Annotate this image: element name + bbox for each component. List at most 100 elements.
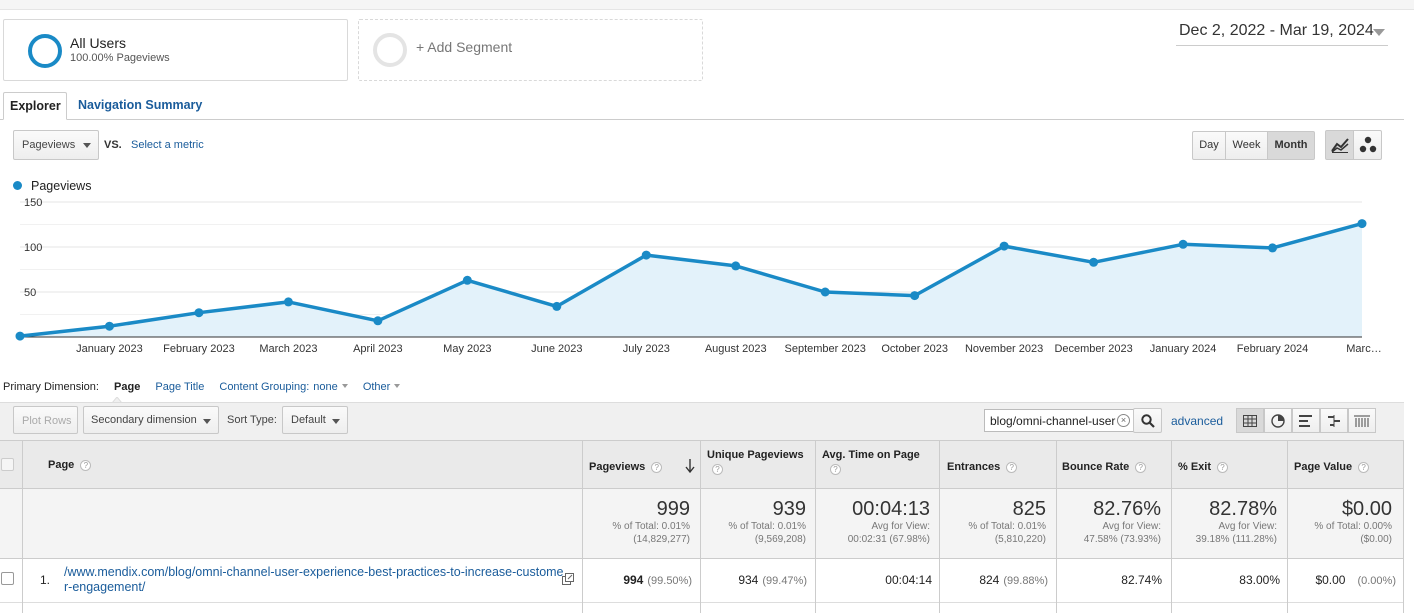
data-point[interactable] [283,297,293,307]
dropdown-caret-icon [203,419,211,424]
line-chart-toggle[interactable] [1325,130,1354,160]
header-avg-time-label: Avg. Time on Page [822,449,920,461]
data-point[interactable] [462,275,472,285]
period-week-button[interactable]: Week [1225,131,1268,160]
plot-rows-button[interactable]: Plot Rows [13,406,78,434]
date-range-picker[interactable]: Dec 2, 2022 - Mar 19, 2024 [1176,22,1388,46]
help-icon[interactable]: ? [830,464,841,475]
sort-type-dropdown[interactable]: Default [282,406,348,434]
x-tick-label: September 2023 [785,343,866,355]
primary-dimension-bar: Primary Dimension: Page Page Title Conte… [3,381,412,393]
open-external-icon[interactable] [562,573,574,585]
dimension-other[interactable]: Other [363,381,401,393]
row-entrances-value: 824 [979,573,1000,587]
data-point[interactable] [1089,257,1099,267]
dropdown-caret-icon [83,143,91,148]
view-percentage[interactable] [1264,408,1292,433]
motion-chart-toggle[interactable] [1353,130,1382,160]
row-page-link[interactable]: /www.mendix.com/blog/omni-channel-user-e… [64,565,564,594]
column-divider [939,440,940,613]
header-pageviews[interactable]: Pageviews? [589,459,695,473]
series-line-pageviews [19,221,1363,338]
x-tick-label: October 2023 [881,343,948,355]
data-point[interactable] [1268,243,1278,253]
bubble-chart-icon [1359,136,1376,153]
help-icon[interactable]: ? [80,460,92,471]
metric-dropdown[interactable]: Pageviews [13,130,99,160]
total-bounce-sub: Avg for View: 47.58% (73.93%) [1060,521,1161,546]
data-point[interactable] [552,301,562,311]
header-page-value[interactable]: Page Value? [1294,461,1370,473]
clear-search-icon[interactable]: × [1117,414,1130,427]
data-point[interactable] [15,331,25,341]
segment-all-users[interactable]: All Users 100.00% Pageviews [3,19,348,81]
chevron-down-icon [394,384,401,388]
header-avg-time-on-page[interactable]: Avg. Time on Page? [822,448,936,476]
bar-list-icon [1299,414,1312,427]
header-page[interactable]: Page? [48,459,92,471]
total-pageviews: 999 [656,498,690,520]
secondary-dimension-dropdown[interactable]: Secondary dimension [83,406,219,434]
help-icon[interactable]: ? [1217,462,1229,473]
row-page-value-value: $0.00 [1315,573,1346,587]
select-all-checkbox[interactable] [1,458,14,471]
y-tick-label: 100 [24,242,42,254]
data-point[interactable] [820,287,830,297]
total-page-value-sub: % of Total: 0.00% ($0.00) [1292,521,1392,546]
sort-type-value: Default [291,414,326,426]
view-data-table[interactable] [1236,408,1264,433]
select-metric-link[interactable]: Select a metric [131,139,204,151]
chevron-down-icon [341,384,348,388]
period-month-button[interactable]: Month [1267,131,1315,160]
column-divider [582,440,583,613]
header-bounce-rate[interactable]: Bounce Rate? [1062,461,1147,473]
view-pivot[interactable] [1348,408,1376,433]
data-point[interactable] [373,316,383,326]
help-icon[interactable]: ? [712,464,723,475]
row-page-value-pct: (0.00%) [1357,575,1396,587]
header-entrances[interactable]: Entrances? [947,461,1018,473]
total-bounce-rate: 82.76% [1093,498,1161,520]
data-point[interactable] [641,250,651,260]
help-icon[interactable]: ? [651,462,663,473]
total-entrances-sub: % of Total: 0.01% (5,810,220) [946,521,1046,546]
row-checkbox[interactable] [1,572,14,585]
table-search-input[interactable]: blog/omni-channel-user × [984,409,1134,432]
data-point[interactable] [104,321,114,331]
help-icon[interactable]: ? [1135,462,1147,473]
data-point[interactable] [194,308,204,318]
dimension-content-grouping[interactable]: Content Grouping: none [219,381,348,393]
data-point[interactable] [1357,219,1367,229]
dimension-page-title[interactable]: Page Title [155,381,205,393]
data-point[interactable] [731,261,741,271]
row-entrances-pct: (99.88%) [1003,575,1048,587]
view-performance[interactable] [1292,408,1320,433]
header-pageviews-label: Pageviews [589,461,646,473]
tab-navigation-summary[interactable]: Navigation Summary [78,98,203,112]
data-point[interactable] [1178,239,1188,249]
data-point[interactable] [910,291,920,301]
x-tick-label: April 2023 [353,343,403,355]
advanced-filter-link[interactable]: advanced [1171,414,1224,428]
view-comparison[interactable] [1320,408,1348,433]
series-area [20,223,1362,337]
search-button[interactable] [1133,408,1162,433]
total-exit-sub: Avg for View: 39.18% (111.28%) [1176,521,1277,546]
tab-explorer[interactable]: Explorer [3,92,67,120]
data-point[interactable] [999,241,1009,251]
help-icon[interactable]: ? [1358,462,1370,473]
dimension-page[interactable]: Page [114,381,141,393]
segment-title: All Users [70,35,127,51]
comparison-icon [1328,414,1340,427]
column-divider [700,440,701,613]
header-unique-pageviews[interactable]: Unique Pageviews? [707,448,811,476]
legend-label: Pageviews [31,179,92,193]
column-divider [815,440,816,613]
add-segment-button[interactable]: + Add Segment [358,19,703,81]
help-icon[interactable]: ? [1006,462,1018,473]
x-tick-label: November 2023 [965,343,1043,355]
period-day-button[interactable]: Day [1192,131,1226,160]
total-entrances: 825 [1012,498,1046,520]
header-exit[interactable]: % Exit? [1178,461,1229,473]
pie-chart-icon [1271,413,1285,428]
